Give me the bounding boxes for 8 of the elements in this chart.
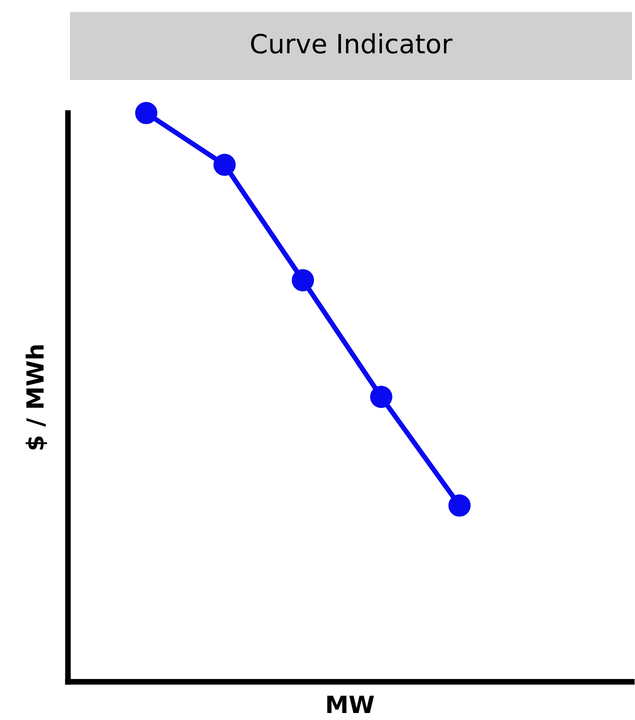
point <box>213 154 236 176</box>
x-axis-title: MW <box>327 696 374 713</box>
point <box>135 102 158 124</box>
point <box>370 386 392 408</box>
point <box>448 494 471 517</box>
chart-title: Curve Indicator <box>251 33 452 54</box>
y-axis-title: $ / MWh <box>26 345 48 450</box>
point <box>292 269 314 292</box>
